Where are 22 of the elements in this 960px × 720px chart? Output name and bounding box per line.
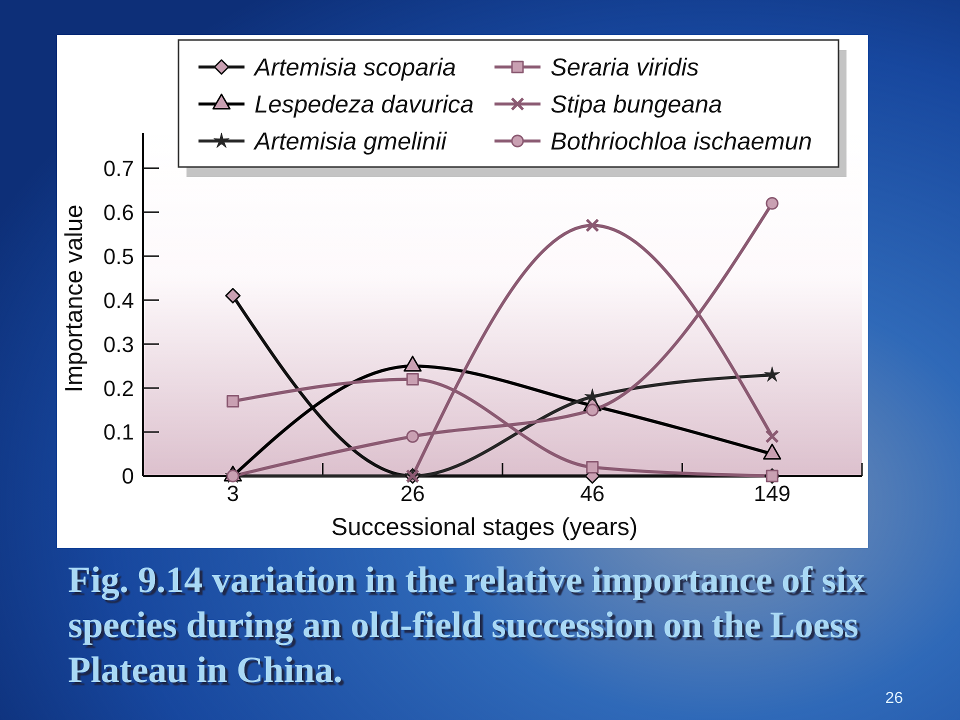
y-tick-label: 0.2: [103, 376, 134, 401]
y-tick-label: 0.6: [103, 200, 134, 225]
legend-label: Bothriochloa ischaemun: [550, 128, 812, 156]
legend-label: Artemisia scoparia: [252, 54, 456, 82]
y-tick-label: 0: [122, 464, 134, 489]
y-axis-title: Importance value: [61, 204, 88, 392]
caption: Fig. 9.14 variation in the relative importance of six species during an old-field succession on the Loess Plateau in China.: [68, 560, 866, 691]
x-tick-label: 149: [754, 481, 790, 506]
x-tick-label: 3: [226, 481, 239, 506]
x-tick-label: 26: [400, 481, 425, 506]
x-axis-title: Successional stages (years): [331, 514, 638, 541]
y-tick-label: 0.4: [103, 288, 134, 313]
y-tick-label: 0.7: [103, 156, 134, 181]
x-tick-label: 46: [580, 481, 605, 506]
legend-label: Seraria viridis: [550, 54, 699, 82]
y-tick-label: 0.1: [103, 420, 134, 445]
legend-label: Artemisia gmelinii: [252, 128, 448, 156]
text: 26: [885, 690, 904, 707]
legend-label: Stipa bungeana: [550, 92, 722, 119]
legend-label: Lespedeza davurica: [254, 92, 474, 119]
y-tick-label: 0.5: [103, 244, 134, 269]
y-tick-label: 0.3: [103, 332, 134, 357]
